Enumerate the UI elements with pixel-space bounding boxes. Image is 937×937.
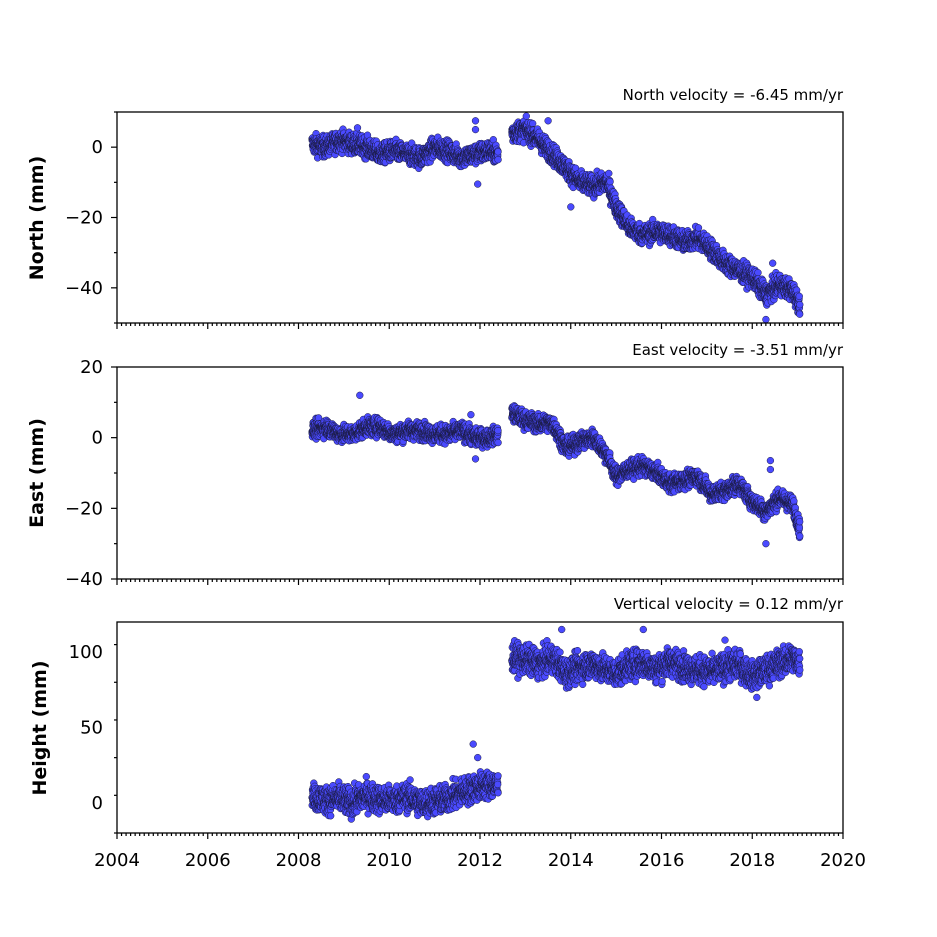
north-ylabel: North (mm) xyxy=(26,156,48,281)
data-point xyxy=(494,426,502,435)
data-point xyxy=(529,119,537,128)
data-point xyxy=(796,301,804,309)
outlier-point xyxy=(544,117,552,125)
north-points xyxy=(308,112,804,324)
data-point xyxy=(606,178,614,186)
data-point xyxy=(796,310,804,318)
y-tick-label: −40 xyxy=(65,278,103,299)
data-point xyxy=(795,292,803,300)
north-velocity-title: North velocity = -6.45 mm/yr xyxy=(623,86,844,104)
outlier-point xyxy=(471,117,480,125)
data-point xyxy=(522,112,530,120)
outlier-point xyxy=(353,124,362,132)
data-point xyxy=(694,224,703,232)
y-tick-label: 0 xyxy=(92,137,103,158)
east-panel: East velocity = -3.51 mm/yr 200−20−40 Ea… xyxy=(26,341,844,590)
outlier-point xyxy=(762,315,770,324)
data-point xyxy=(494,156,502,164)
data-point xyxy=(605,169,613,178)
east-points xyxy=(308,391,804,548)
east-velocity-title: East velocity = -3.51 mm/yr xyxy=(632,341,844,359)
outlier-point xyxy=(769,259,777,267)
data-point xyxy=(494,438,502,447)
data-point xyxy=(494,148,502,156)
y-tick-label: −20 xyxy=(65,208,103,229)
outlier-point xyxy=(471,125,480,134)
outlier-point xyxy=(567,203,575,211)
outlier-point xyxy=(474,180,482,188)
north-panel: North velocity = -6.45 mm/yr 0 −20 −40 Nor… xyxy=(26,86,844,329)
